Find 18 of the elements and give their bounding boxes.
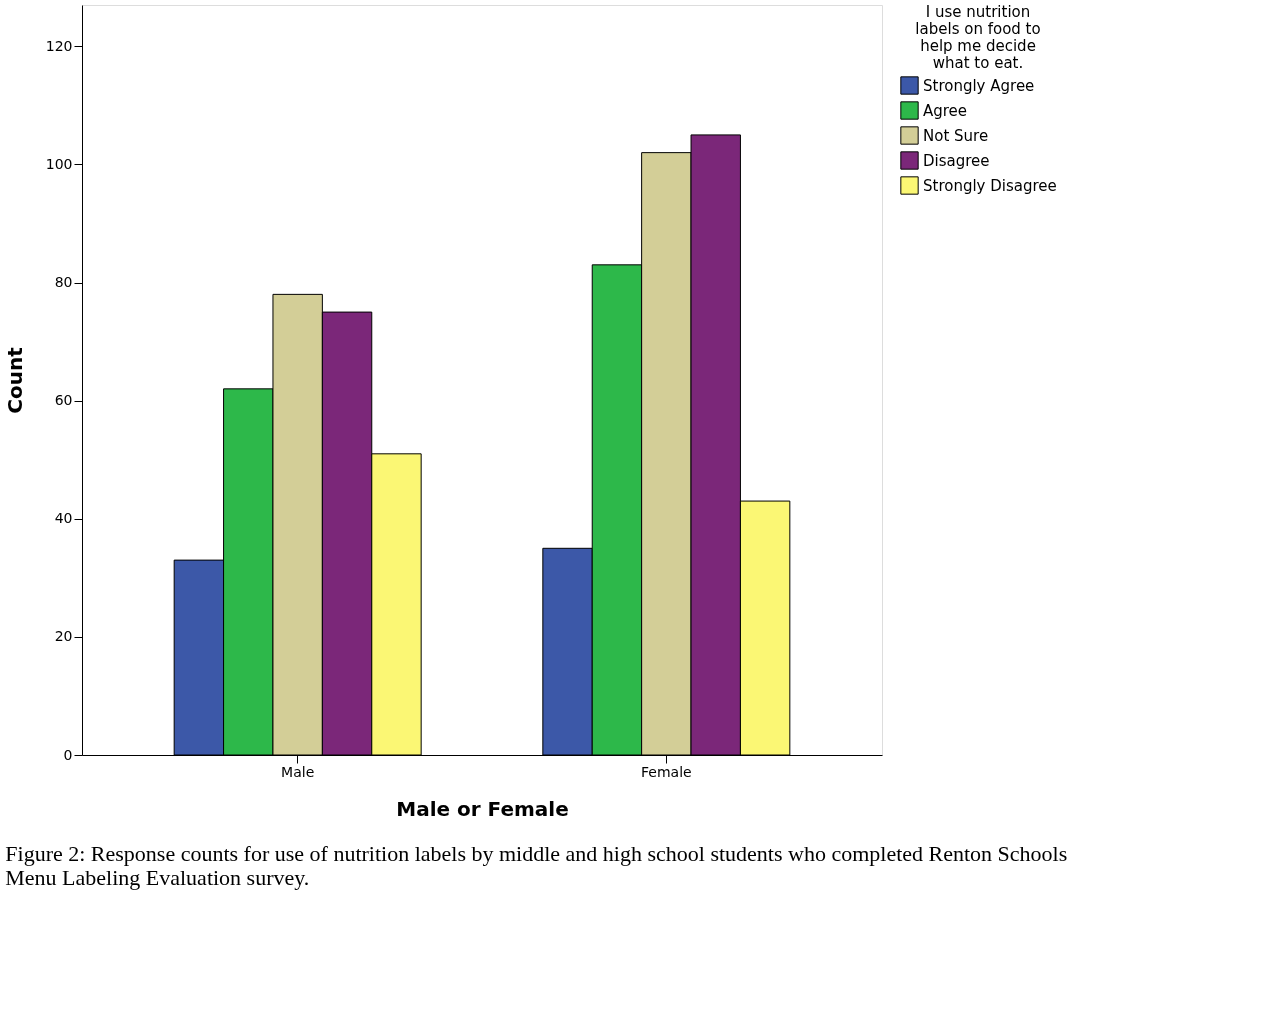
y-tick-label: 0	[63, 746, 73, 763]
x-tick-label: Male	[281, 763, 315, 780]
y-tick-label: 40	[54, 510, 73, 527]
legend-title: I use nutrition labels on food to help me decide what to eat.	[915, 3, 1041, 72]
legend-label: Strongly Agree	[923, 76, 1035, 95]
legend-label: Not Sure	[923, 126, 989, 145]
x-tick-label: Female	[641, 763, 692, 780]
y-tick-label: 20	[54, 628, 73, 645]
caption: Figure 2: Response counts for use of nutrition labels by middle and high school students who completed Renton Schools Menu Labeling Evaluation survey.	[5, 841, 1068, 890]
legend-label: Disagree	[923, 151, 990, 170]
y-tick-label: 60	[54, 392, 73, 409]
y-tick-label: 120	[45, 37, 73, 54]
x-axis-title: Male or Female	[396, 796, 569, 821]
legend-label: Agree	[923, 101, 968, 120]
legend-label: Strongly Disagree	[923, 176, 1057, 195]
y-tick-label: 80	[54, 274, 73, 291]
y-axis-title: Count	[2, 346, 27, 414]
y-tick-label: 100	[45, 155, 73, 172]
